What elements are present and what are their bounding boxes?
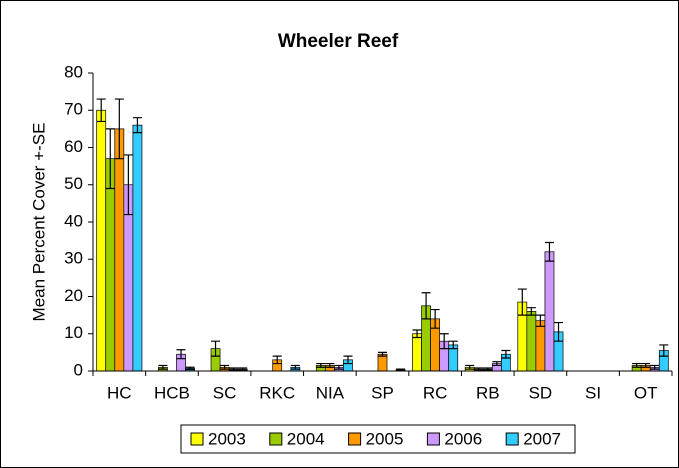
error-bar	[483, 367, 493, 371]
y-tick-label: 40	[64, 211, 83, 230]
x-tick-label: SD	[529, 383, 553, 402]
x-tick-label: HCB	[154, 383, 190, 402]
error-bar	[334, 364, 344, 370]
bar	[544, 251, 555, 372]
error-bar	[492, 361, 502, 367]
chart-title: Wheeler Reef	[278, 31, 399, 52]
y-tick-label: 70	[64, 100, 83, 119]
error-bar	[377, 351, 388, 357]
error-bar	[238, 367, 248, 371]
error-bar	[272, 355, 282, 365]
error-bar	[123, 154, 133, 216]
error-bar	[641, 362, 651, 368]
error-bar	[211, 340, 221, 357]
legend-label: 2003	[208, 429, 246, 448]
error-bar	[632, 362, 642, 368]
y-axis-label: Mean Percent Cover +-SE	[29, 123, 48, 322]
y-tick-label: 60	[64, 137, 83, 156]
bar	[526, 311, 537, 372]
x-tick-label: RC	[423, 383, 448, 402]
error-bar	[659, 344, 669, 357]
bar	[96, 109, 107, 372]
error-bar	[343, 355, 353, 365]
x-tick-label: NIA	[316, 383, 345, 402]
x-tick-label: SC	[213, 383, 237, 402]
error-bar	[325, 362, 335, 368]
bar	[377, 353, 388, 372]
error-bar	[316, 362, 326, 368]
x-tick-label: SP	[371, 383, 394, 402]
error-bar	[132, 117, 142, 134]
legend-label: 2006	[444, 429, 482, 448]
x-tick-label: HC	[107, 383, 132, 402]
error-bar	[185, 366, 195, 371]
legend-swatch	[348, 432, 362, 446]
error-bar	[448, 340, 458, 350]
error-bar	[465, 364, 475, 370]
error-bar	[158, 364, 168, 370]
bar	[535, 320, 546, 372]
legend-swatch	[426, 432, 440, 446]
error-bar	[114, 98, 124, 160]
error-bar	[535, 314, 545, 327]
legend-swatch	[190, 432, 204, 446]
legend-label: 2007	[523, 429, 561, 448]
error-bar	[412, 329, 422, 339]
bar	[105, 158, 116, 372]
error-bar	[220, 364, 230, 370]
bar	[114, 128, 125, 372]
y-tick-label: 10	[64, 323, 83, 342]
error-bar	[290, 364, 300, 370]
legend-swatch	[505, 432, 519, 446]
bar	[412, 333, 422, 372]
error-bar	[526, 307, 536, 316]
y-tick-label: 20	[64, 286, 83, 305]
legend-label: 2004	[287, 429, 325, 448]
y-tick-label: 50	[64, 174, 83, 193]
error-bar	[650, 364, 660, 370]
x-tick-label: RB	[476, 383, 500, 402]
x-tick-label: SI	[585, 383, 601, 402]
y-tick-label: 0	[74, 360, 83, 379]
error-bar	[517, 288, 527, 316]
error-bar	[439, 333, 449, 350]
error-bar	[544, 241, 554, 262]
error-bar	[229, 367, 239, 371]
error-bar	[474, 367, 484, 371]
error-bar	[553, 321, 564, 342]
legend-swatch	[269, 432, 283, 446]
error-bar	[105, 128, 115, 190]
error-bar	[501, 349, 511, 359]
error-bar	[430, 308, 440, 329]
bar	[132, 124, 143, 372]
y-tick-label: 30	[64, 249, 83, 268]
x-tick-label: OT	[634, 383, 658, 402]
error-bar	[96, 98, 106, 123]
legend-label: 2005	[366, 429, 404, 448]
error-bar	[421, 292, 431, 320]
error-bar	[176, 349, 186, 360]
y-tick-label: 80	[64, 62, 83, 81]
x-tick-label: RKC	[259, 383, 295, 402]
